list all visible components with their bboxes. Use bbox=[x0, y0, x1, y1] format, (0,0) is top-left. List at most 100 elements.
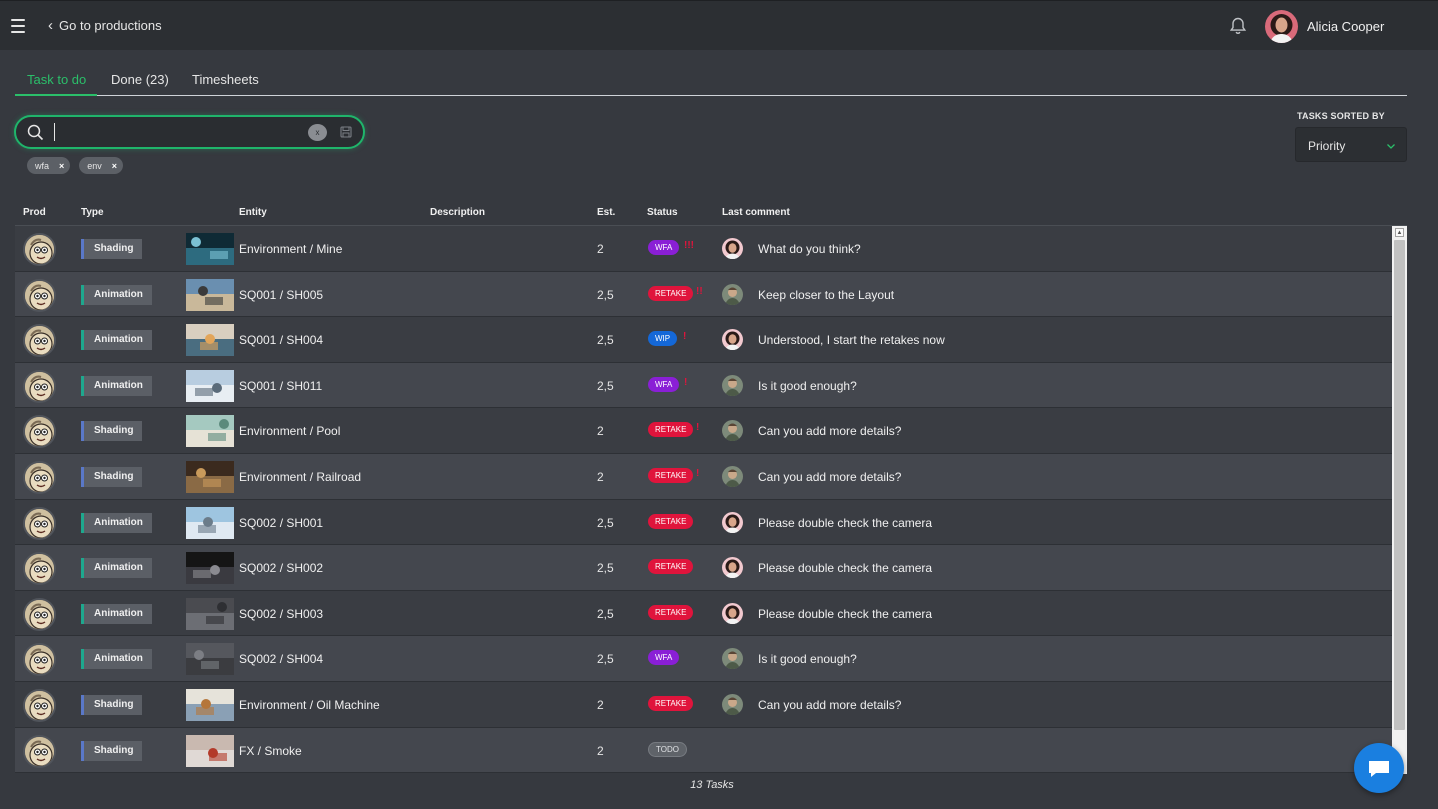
production-avatar[interactable] bbox=[23, 415, 56, 449]
table-row[interactable]: Animation SQ002 / SH003 2,5 RETAKE Please do… bbox=[15, 590, 1392, 637]
production-avatar[interactable] bbox=[23, 369, 56, 403]
task-type-tag[interactable]: Shading bbox=[81, 467, 143, 487]
notification-bell-icon[interactable] bbox=[1228, 16, 1248, 36]
entity-name[interactable]: Environment / Mine bbox=[239, 242, 343, 256]
column-header-last-comment[interactable]: Last comment bbox=[722, 207, 790, 218]
task-type-tag[interactable]: Shading bbox=[81, 421, 143, 442]
chat-button[interactable] bbox=[1354, 743, 1404, 793]
column-header-prod[interactable]: Prod bbox=[23, 207, 46, 218]
status-badge[interactable]: RETAKE bbox=[648, 468, 694, 483]
tab-task-to-do[interactable]: Task to do bbox=[27, 72, 87, 87]
entity-name[interactable]: FX / Smoke bbox=[239, 743, 302, 758]
task-type-tag[interactable]: Shading bbox=[81, 740, 143, 761]
filter-chip[interactable]: wfa × bbox=[27, 157, 71, 174]
production-avatar[interactable] bbox=[23, 597, 56, 631]
column-header-entity[interactable]: Entity bbox=[239, 207, 267, 218]
commenter-avatar[interactable] bbox=[722, 694, 743, 715]
search-input[interactable] bbox=[54, 123, 304, 141]
task-type-tag[interactable]: Animation bbox=[81, 649, 152, 670]
production-avatar[interactable] bbox=[23, 552, 56, 586]
production-avatar[interactable] bbox=[23, 689, 56, 722]
entity-name[interactable]: SQ002 / SH003 bbox=[239, 606, 324, 621]
table-row[interactable]: Shading Environment / Railroad 2 RETAKE! Can… bbox=[15, 454, 1392, 500]
entity-thumbnail[interactable] bbox=[186, 506, 234, 539]
scrollbar-thumb[interactable] bbox=[1394, 240, 1405, 730]
table-row[interactable]: Shading Environment / Mine 2 WFA!!! What do … bbox=[15, 226, 1392, 272]
entity-thumbnail[interactable] bbox=[186, 461, 234, 493]
remove-chip-icon[interactable]: × bbox=[111, 160, 118, 171]
save-search-icon[interactable] bbox=[340, 125, 354, 139]
status-badge[interactable]: RETAKE bbox=[648, 696, 694, 711]
commenter-avatar[interactable] bbox=[722, 329, 743, 351]
table-row[interactable]: Animation SQ002 / SH001 2,5 RETAKE Please do… bbox=[15, 499, 1392, 546]
entity-name[interactable]: Environment / Pool bbox=[239, 424, 341, 439]
entity-thumbnail[interactable] bbox=[186, 324, 234, 357]
entity-thumbnail[interactable] bbox=[186, 415, 234, 448]
task-type-tag[interactable]: Shading bbox=[81, 695, 143, 715]
user-menu[interactable]: Alicia Cooper bbox=[1265, 10, 1384, 43]
commenter-avatar[interactable] bbox=[722, 374, 743, 396]
production-avatar[interactable] bbox=[23, 278, 56, 312]
back-to-productions-link[interactable]: ‹ Go to productions bbox=[48, 18, 162, 34]
menu-icon[interactable] bbox=[11, 19, 25, 33]
column-header-status[interactable]: Status bbox=[647, 207, 678, 218]
production-avatar[interactable] bbox=[23, 734, 56, 768]
entity-thumbnail[interactable] bbox=[186, 369, 234, 402]
entity-thumbnail[interactable] bbox=[186, 278, 234, 311]
remove-chip-icon[interactable]: × bbox=[59, 160, 65, 171]
entity-thumbnail[interactable] bbox=[186, 552, 234, 585]
task-type-tag[interactable]: Animation bbox=[81, 375, 152, 396]
commenter-avatar[interactable] bbox=[722, 283, 743, 305]
production-avatar[interactable] bbox=[23, 643, 56, 677]
entity-name[interactable]: Environment / Oil Machine bbox=[239, 698, 380, 712]
status-badge[interactable]: RETAKE bbox=[648, 285, 694, 301]
entity-thumbnail[interactable] bbox=[186, 734, 234, 767]
table-row[interactable]: Animation SQ001 / SH005 2,5 RETAKE!! Keep cl… bbox=[15, 271, 1392, 318]
commenter-avatar[interactable] bbox=[722, 511, 743, 533]
column-header-description[interactable]: Description bbox=[430, 207, 486, 218]
table-row[interactable]: Shading Environment / Oil Machine 2 RETAKE C… bbox=[15, 682, 1392, 728]
production-avatar[interactable] bbox=[23, 233, 56, 266]
task-type-tag[interactable]: Animation bbox=[81, 330, 152, 351]
entity-name[interactable]: SQ001 / SH004 bbox=[239, 333, 324, 348]
sort-select[interactable]: Priority bbox=[1295, 127, 1407, 162]
entity-name[interactable]: SQ002 / SH001 bbox=[239, 515, 324, 530]
table-row[interactable]: Animation SQ002 / SH002 2,5 RETAKE Please do… bbox=[15, 545, 1392, 591]
tab-timesheets[interactable]: Timesheets bbox=[192, 72, 259, 87]
commenter-avatar[interactable] bbox=[722, 238, 743, 259]
table-row[interactable]: Shading Environment / Pool 2 RETAKE! Can you… bbox=[15, 408, 1392, 454]
entity-thumbnail[interactable] bbox=[186, 233, 234, 265]
task-type-tag[interactable]: Shading bbox=[81, 239, 143, 259]
task-type-tag[interactable]: Animation bbox=[81, 512, 152, 533]
status-badge[interactable]: RETAKE bbox=[648, 422, 694, 438]
entity-thumbnail[interactable] bbox=[186, 689, 234, 721]
production-avatar[interactable] bbox=[23, 506, 56, 540]
commenter-avatar[interactable] bbox=[722, 466, 743, 487]
status-badge[interactable]: RETAKE bbox=[648, 604, 694, 620]
status-badge[interactable]: TODO bbox=[648, 741, 687, 757]
status-badge[interactable]: WFA bbox=[648, 376, 680, 392]
status-badge[interactable]: WIP bbox=[648, 331, 678, 347]
entity-name[interactable]: Environment / Railroad bbox=[239, 470, 362, 484]
task-type-tag[interactable]: Animation bbox=[81, 558, 152, 579]
table-row[interactable]: Shading FX / Smoke 2 TODO bbox=[15, 727, 1392, 774]
table-row[interactable]: Animation SQ001 / SH011 2,5 WFA! Is it good … bbox=[15, 362, 1392, 409]
column-header-type[interactable]: Type bbox=[81, 207, 104, 218]
commenter-avatar[interactable] bbox=[722, 557, 743, 579]
status-badge[interactable]: RETAKE bbox=[648, 513, 694, 529]
status-badge[interactable]: WFA bbox=[648, 240, 680, 255]
entity-name[interactable]: SQ001 / SH005 bbox=[239, 287, 324, 302]
scroll-up-icon[interactable]: ▲ bbox=[1395, 228, 1404, 237]
entity-name[interactable]: SQ002 / SH002 bbox=[239, 561, 324, 576]
filter-chip[interactable]: env × bbox=[79, 157, 124, 174]
tab-done[interactable]: Done (23) bbox=[111, 72, 169, 87]
entity-thumbnail[interactable] bbox=[186, 643, 234, 676]
commenter-avatar[interactable] bbox=[722, 420, 743, 442]
entity-name[interactable]: SQ002 / SH004 bbox=[239, 652, 324, 667]
entity-thumbnail[interactable] bbox=[186, 597, 234, 630]
production-avatar[interactable] bbox=[23, 461, 56, 494]
commenter-avatar[interactable] bbox=[722, 648, 743, 670]
entity-name[interactable]: SQ001 / SH011 bbox=[239, 378, 323, 393]
task-type-tag[interactable]: Animation bbox=[81, 284, 152, 305]
task-type-tag[interactable]: Animation bbox=[81, 603, 152, 624]
